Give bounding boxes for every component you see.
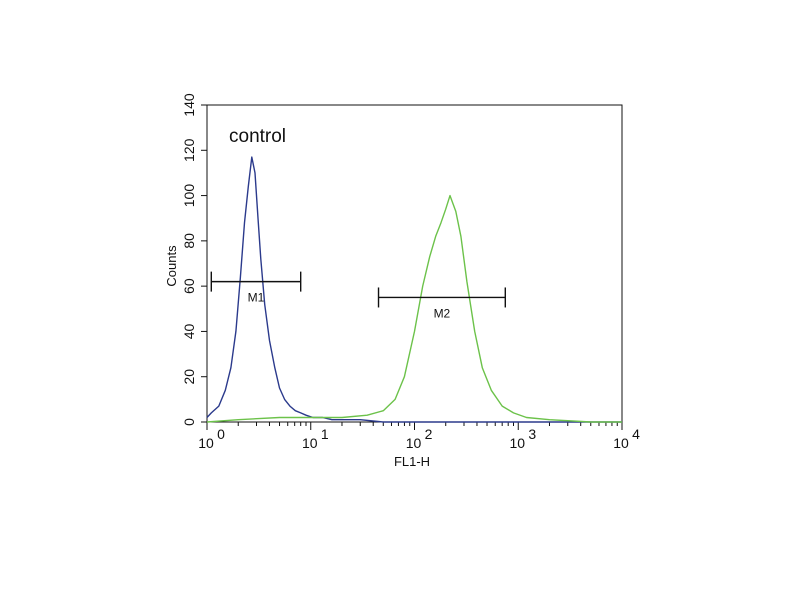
series-2-line: [206, 194, 622, 423]
series-layer: [206, 156, 622, 423]
y-tick-label: 40: [181, 323, 197, 339]
y-tick-label: 140: [181, 93, 197, 117]
x-tick-exponent: 3: [528, 426, 536, 442]
y-axis-ticks: 0 20 40 60 80 100 120 140: [181, 93, 207, 426]
x-tick-label: 10: [302, 435, 318, 451]
x-tick-label: 10: [198, 435, 214, 451]
x-tick-exponent: 0: [217, 426, 225, 442]
x-tick-exponent: 2: [425, 426, 433, 442]
gate-m2-label: M2: [434, 306, 451, 320]
y-tick-label: 100: [181, 184, 197, 208]
y-axis-label: Counts: [164, 245, 179, 287]
x-tick-exponent: 4: [632, 426, 640, 442]
control-annotation: control: [229, 126, 286, 147]
plot-frame: [206, 104, 623, 423]
y-tick-label: 20: [181, 369, 197, 385]
x-tick-label: 10: [509, 435, 525, 451]
x-tick-exponent: 1: [321, 426, 329, 442]
y-tick-label: 0: [181, 418, 197, 426]
gate-layer: M1 M2: [210, 271, 506, 320]
gate-m1-label: M1: [248, 291, 265, 305]
y-tick-label: 80: [181, 233, 197, 249]
y-tick-label: 120: [181, 138, 197, 162]
y-tick-label: 60: [181, 278, 197, 294]
x-tick-label: 10: [613, 435, 629, 451]
series-1-line: [206, 156, 622, 423]
x-tick-label: 10: [406, 435, 422, 451]
x-axis-label: FL1-H: [394, 454, 430, 469]
